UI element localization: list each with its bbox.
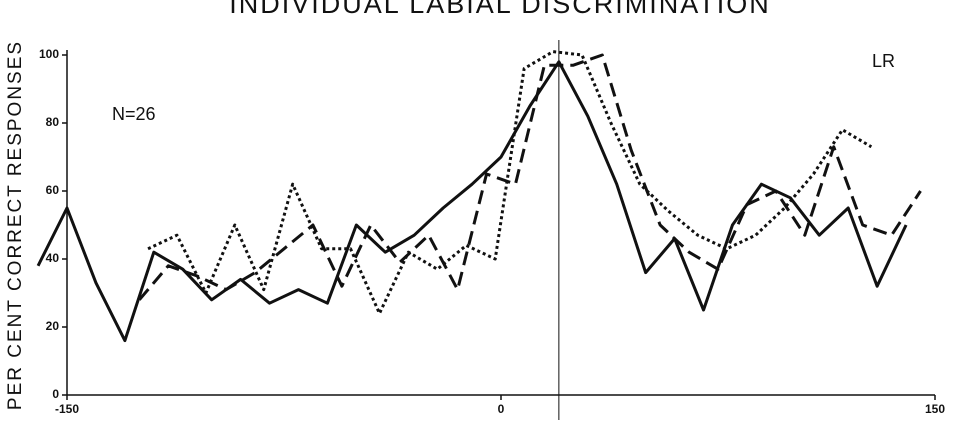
y-tick-label: 0 <box>52 387 59 401</box>
x-tick-label: 0 <box>498 402 505 416</box>
y-tick-label: 20 <box>46 319 60 333</box>
annotation: N=26 <box>112 104 156 124</box>
x-tick-label: -150 <box>55 402 79 416</box>
y-tick-label: 60 <box>46 183 60 197</box>
y-axis-label: PER CENT CORRECT RESPONSES <box>5 40 26 410</box>
data-line <box>147 50 873 315</box>
y-tick-label: 100 <box>39 47 59 61</box>
x-tick-label: 150 <box>925 402 945 416</box>
y-tick-label: 80 <box>46 115 60 129</box>
y-tick-label: 40 <box>46 251 60 265</box>
annotation: LR <box>872 51 895 71</box>
data-line <box>36 60 908 343</box>
data-line <box>138 53 922 301</box>
chart-title: INDIVIDUAL LABIAL DISCRIMINATION <box>229 0 771 19</box>
